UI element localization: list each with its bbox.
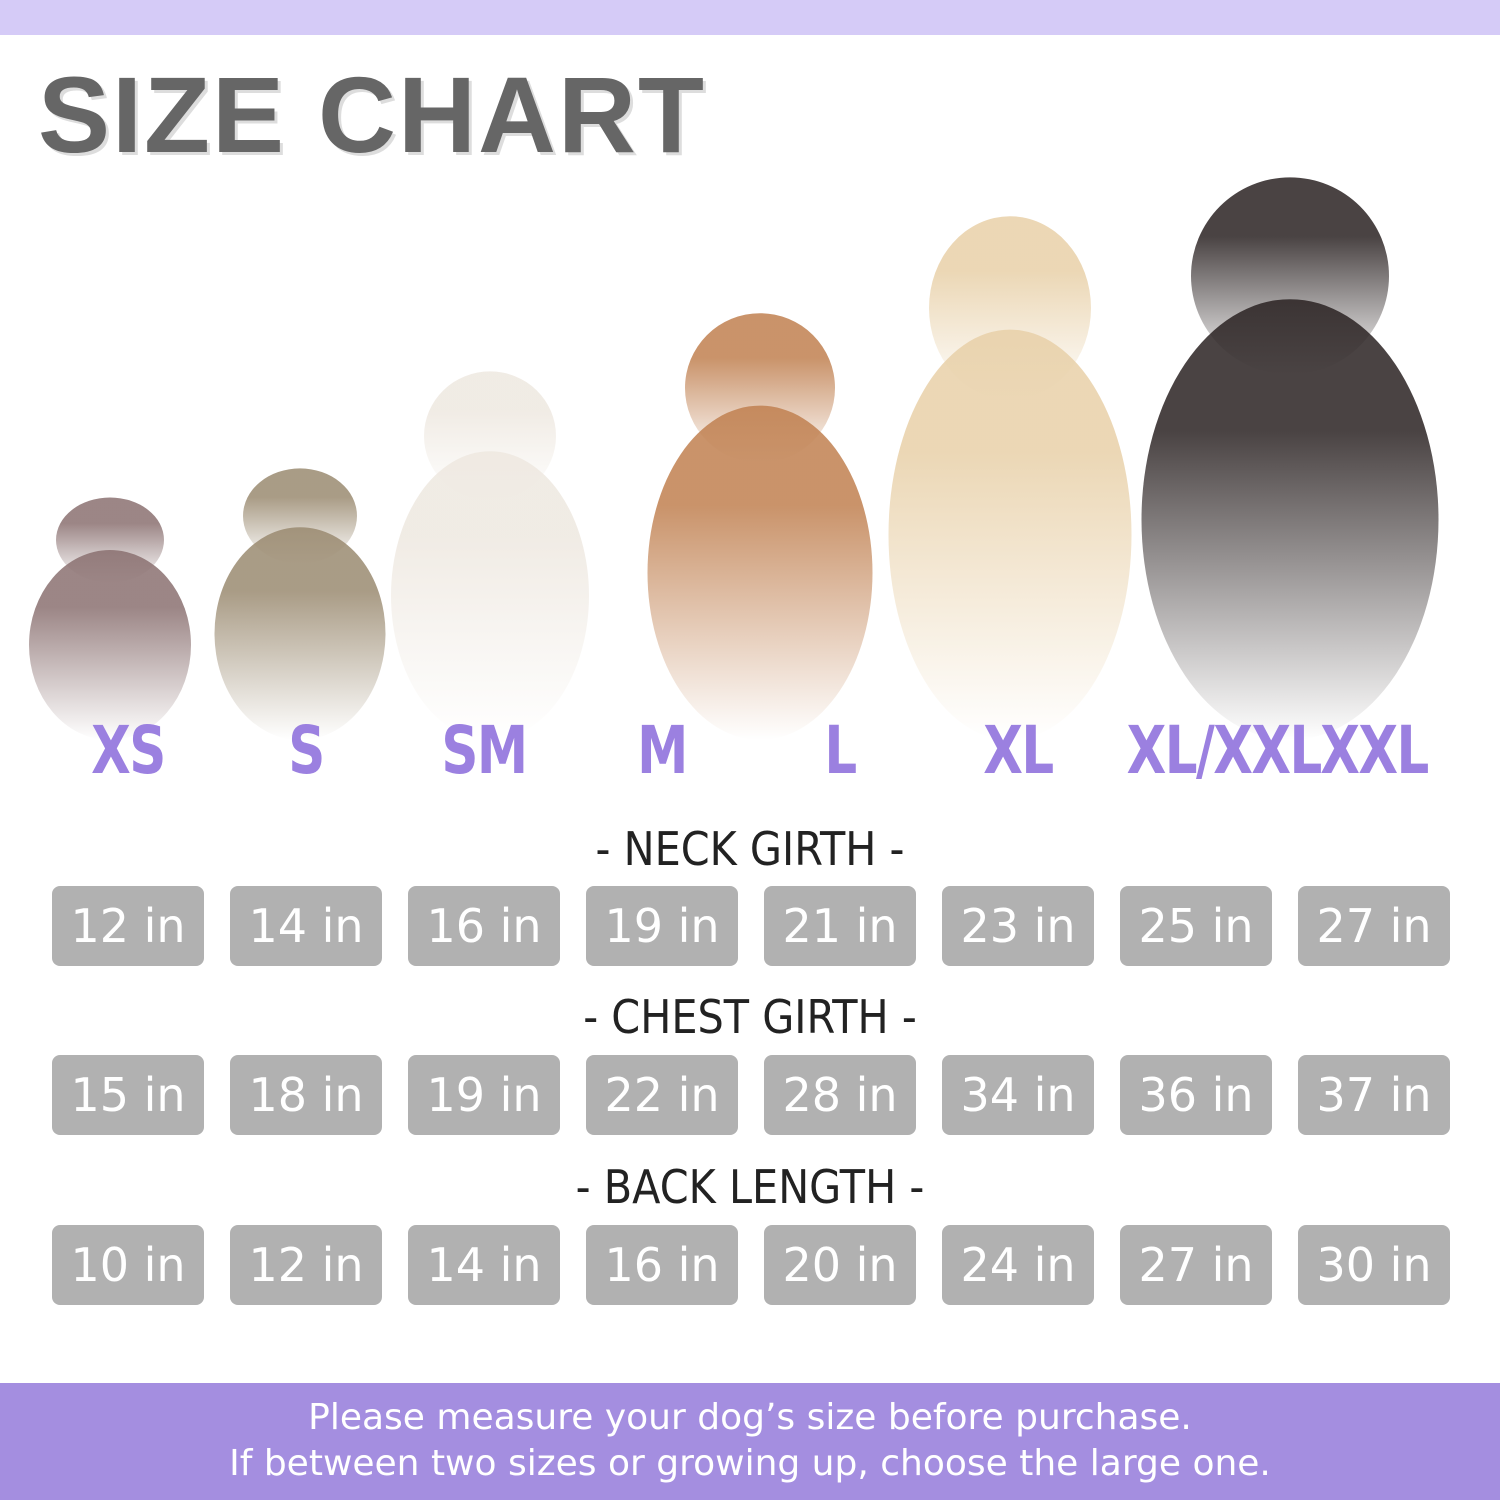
measurement-value: 25 in: [1120, 886, 1272, 966]
measurement-value: 27 in: [1120, 1225, 1272, 1305]
measurement-heading: - BACK LENGTH -: [575, 1160, 925, 1214]
measurement-value: 12 in: [52, 886, 204, 966]
dog-body: [29, 550, 191, 740]
measurement-value: 34 in: [942, 1055, 1094, 1135]
top-band: [0, 0, 1500, 35]
dog-body: [888, 329, 1132, 740]
size-label: XXL: [1320, 712, 1429, 789]
measurement-value: 21 in: [764, 886, 916, 966]
measurement-value: 27 in: [1298, 886, 1450, 966]
measurement-value: 22 in: [586, 1055, 738, 1135]
size-label: M: [637, 712, 688, 789]
dog-photo-beagle: [635, 300, 885, 740]
dog-body: [647, 405, 873, 740]
size-label: XS: [91, 712, 166, 789]
measurement-value: 28 in: [764, 1055, 916, 1135]
footer-note: Please measure your dog’s size before pu…: [0, 1383, 1500, 1500]
footer-line-1: Please measure your dog’s size before pu…: [308, 1397, 1192, 1438]
page-title: SIZE CHART: [38, 54, 706, 175]
measurement-value: 37 in: [1298, 1055, 1450, 1135]
measurement-value: 30 in: [1298, 1225, 1450, 1305]
size-label: S: [288, 712, 325, 789]
dog-photo-yorkshire-terrier: [205, 460, 395, 740]
measurement-value: 36 in: [1120, 1055, 1272, 1135]
measurement-value: 18 in: [230, 1055, 382, 1135]
measurement-value: 12 in: [230, 1225, 382, 1305]
measurement-value: 10 in: [52, 1225, 204, 1305]
measurement-value: 23 in: [942, 886, 1094, 966]
dog-photo-golden-retriever: [875, 200, 1145, 740]
dog-photo-bernese-mountain-dog: [1125, 160, 1455, 740]
measurement-value: 15 in: [52, 1055, 204, 1135]
size-label: SM: [441, 712, 528, 789]
measurement-heading: - CHEST GIRTH -: [583, 990, 917, 1044]
measurement-value: 24 in: [942, 1225, 1094, 1305]
dog-body: [391, 451, 589, 740]
dog-body: [1141, 299, 1439, 740]
measurement-value: 19 in: [408, 1055, 560, 1135]
size-labels: XS S SM M L XL XL/XXL XXL: [0, 712, 1500, 792]
measurement-value: 14 in: [408, 1225, 560, 1305]
size-label: L: [824, 712, 857, 789]
dog-photos: [0, 160, 1500, 740]
measurement-value: 16 in: [586, 1225, 738, 1305]
dog-photo-chihuahua: [20, 490, 200, 740]
dog-body: [214, 527, 386, 740]
measurement-value: 16 in: [408, 886, 560, 966]
measurement-value: 20 in: [764, 1225, 916, 1305]
size-label: XL: [983, 712, 1054, 789]
measurement-value: 14 in: [230, 886, 382, 966]
measurement-heading: - NECK GIRTH -: [595, 822, 905, 876]
measurement-value: 19 in: [586, 886, 738, 966]
size-label: XL/XXL: [1126, 712, 1323, 789]
dog-photo-french-bulldog: [380, 360, 600, 740]
footer-line-2: If between two sizes or growing up, choo…: [229, 1443, 1271, 1484]
